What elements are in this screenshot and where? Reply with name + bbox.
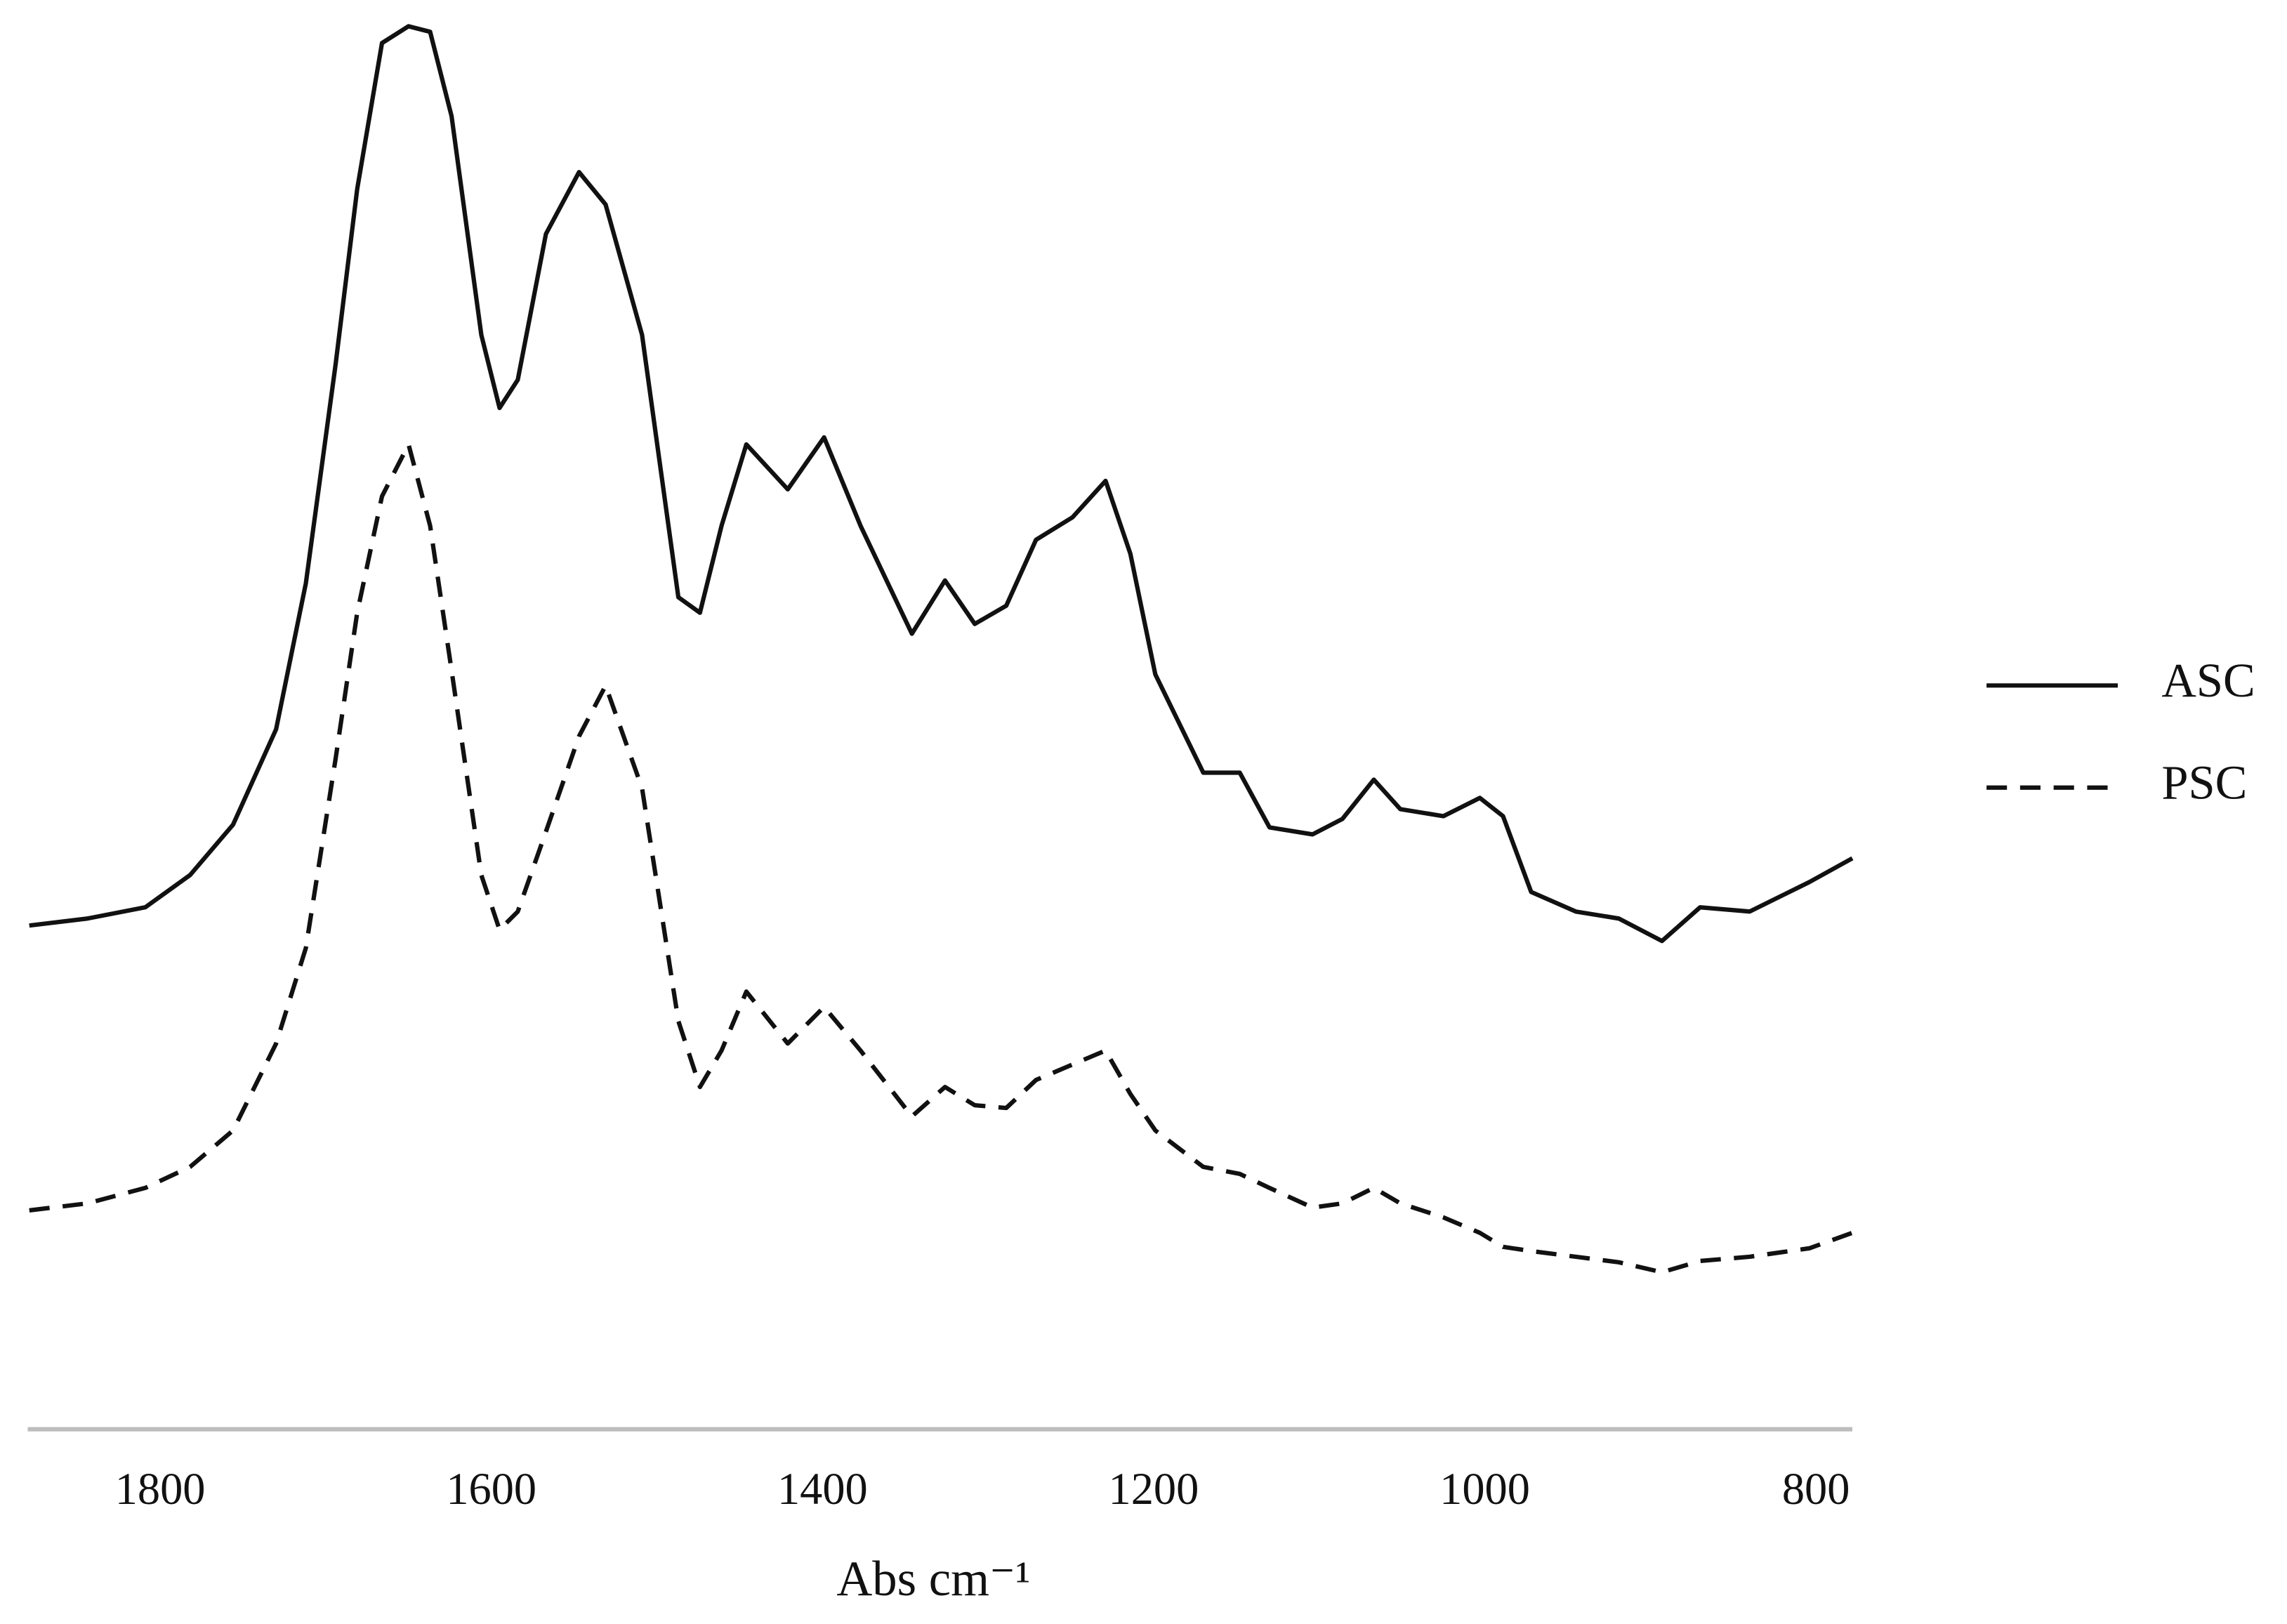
series-line: [29, 24, 1854, 944]
x-tick-label: 1400: [777, 1464, 868, 1514]
x-tick-label: 1000: [1439, 1464, 1530, 1514]
x-axis-label: Abs cm⁻¹: [836, 1552, 1030, 1606]
x-tick-label: 1800: [115, 1464, 206, 1514]
series-line: [29, 442, 1854, 1275]
x-tick-label: 800: [1782, 1464, 1850, 1514]
legend-label: ASC: [2161, 654, 2255, 707]
x-tick-label: 1200: [1109, 1464, 1199, 1514]
x-tick-label: 1600: [446, 1464, 536, 1514]
legend-label: PSC: [2161, 755, 2247, 809]
